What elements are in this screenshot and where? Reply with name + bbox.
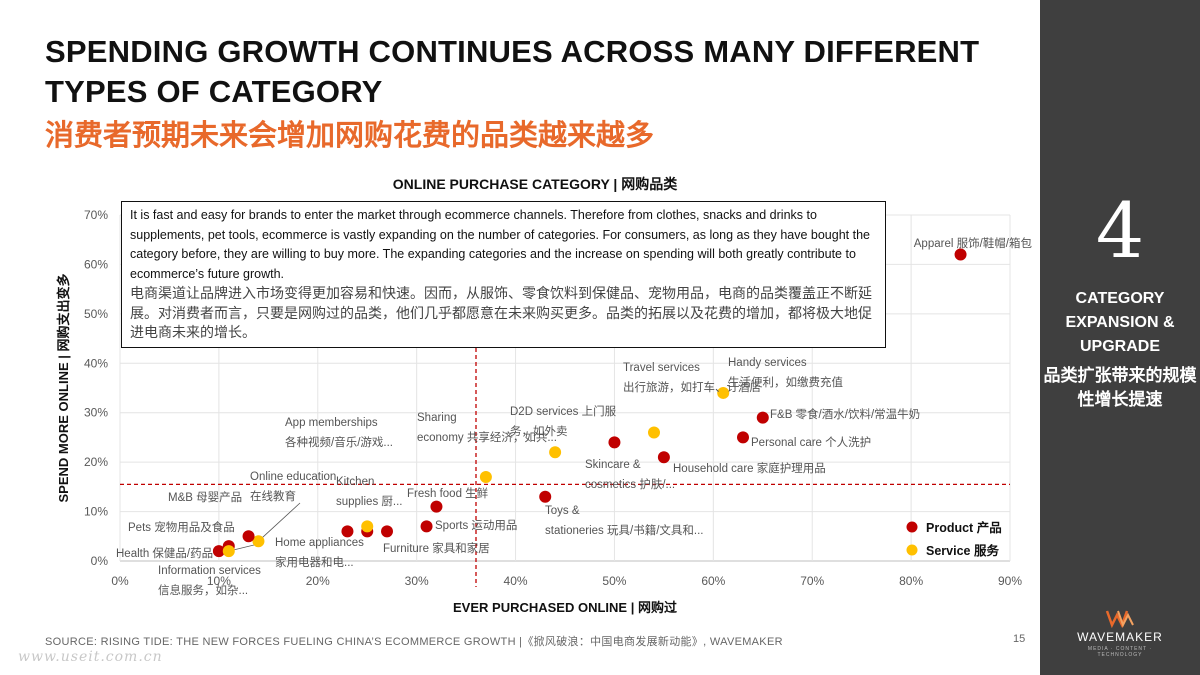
section-number: 4 <box>1095 186 1145 275</box>
annotation-box: It is fast and easy for brands to enter … <box>121 201 886 348</box>
point-label: Pets 宠物用品及食品 <box>128 520 235 534</box>
service-point <box>549 446 562 459</box>
x-tick-labels: 0% 10% 20% 30% 40% 50% 60% 70% 80% 90% <box>111 574 1022 588</box>
section-title-en: CATEGORY EXPANSION & UPGRADE <box>1065 290 1175 355</box>
point-label: Apparel 服饰/鞋帽/箱包 <box>914 236 1033 250</box>
legend: Product 产品 Service 服务 <box>906 520 1002 558</box>
x-tick-label: 90% <box>998 574 1022 588</box>
point-label: Sports 运动用品 <box>435 519 517 532</box>
x-tick-label: 50% <box>602 574 626 588</box>
leader-line <box>258 502 301 542</box>
point-label: Information services 信息服务，如杂... <box>158 565 264 597</box>
point-label: Household care 家庭护理用品 <box>673 461 826 475</box>
product-point <box>657 451 670 464</box>
point-label: F&B 零食/酒水/饮料/常温牛奶 <box>770 407 920 421</box>
x-tick-label: 30% <box>405 574 429 588</box>
service-point <box>648 426 660 439</box>
wavemaker-logo-icon <box>1105 610 1134 628</box>
x-tick-label: 10% <box>207 574 231 588</box>
point-label: D2D services 上门服务，如外卖 <box>510 404 617 438</box>
point-label: App memberships 各种视频/音乐/游戏... <box>285 417 393 449</box>
x-tick-label: 20% <box>306 574 330 588</box>
y-tick-label: 50% <box>84 307 108 321</box>
data-points <box>212 248 967 558</box>
page-title: SPENDING GROWTH CONTINUES ACROSS MANY DI… <box>45 34 980 109</box>
product-point <box>737 431 749 444</box>
y-tick-label: 40% <box>84 356 108 370</box>
product-point <box>430 500 443 513</box>
legend-label-service: Service 服务 <box>926 543 999 558</box>
legend-marker-product <box>906 521 918 533</box>
product-point <box>756 411 769 424</box>
annotation-text-en: It is fast and easy for brands to enter … <box>130 208 870 281</box>
point-label: Toys & stationeries 玩具/书籍/文具和... <box>545 505 703 537</box>
page-subtitle-cn: 消费者预期未来会增加网购花费的品类越来越多 <box>45 120 655 152</box>
point-label: Fresh food 生鲜 <box>407 486 489 500</box>
y-tick-label: 70% <box>84 208 108 222</box>
point-label: Health 保健品/药品 <box>116 546 213 560</box>
point-label: Personal care 个人洗护 <box>751 435 871 449</box>
product-point <box>381 525 393 538</box>
source-note: SOURCE: RISING TIDE: THE NEW FORCES FUEL… <box>45 636 783 648</box>
x-tick-label: 80% <box>899 574 923 588</box>
sidebar: 4 CATEGORY EXPANSION & UPGRADE 品类扩张带来的规模… <box>1040 0 1200 675</box>
product-point <box>212 545 225 558</box>
watermark: www.useit.com.cn <box>18 649 163 665</box>
point-label: Furniture 家具和家居 <box>383 541 490 555</box>
x-tick-label: 40% <box>504 574 528 588</box>
legend-marker-service <box>906 544 918 556</box>
y-tick-label: 20% <box>84 455 108 469</box>
y-tick-label: 10% <box>84 505 108 519</box>
point-label: M&B 母婴产品 <box>168 490 242 504</box>
point-label: Sharing economy 共享经济，如共... <box>417 412 557 444</box>
point-label: Travel services 出行旅游，如打车、订酒店 <box>623 362 761 394</box>
legend-label-product: Product 产品 <box>926 520 1002 535</box>
y-axis-label: SPEND MORE ONLINE | 网购支出变多 <box>56 274 71 503</box>
logo-subtext: MEDIA · CONTENT · TECHNOLOGY <box>1087 646 1153 658</box>
y-tick-label: 0% <box>91 554 109 568</box>
service-point <box>479 470 492 483</box>
product-point <box>242 530 255 543</box>
point-label: Handy services 生活便利，如缴费充值 <box>728 357 843 389</box>
point-label: Kitchen supplies 厨... <box>336 476 402 508</box>
product-point <box>341 525 354 538</box>
product-point <box>608 436 621 449</box>
product-point <box>420 520 433 533</box>
service-point <box>252 535 265 548</box>
chart-title: ONLINE PURCHASE CATEGORY | 网购品类 <box>393 176 678 192</box>
service-point <box>717 386 730 399</box>
x-tick-label: 0% <box>111 574 129 588</box>
x-axis-label: EVER PURCHASED ONLINE | 网购过 <box>453 600 677 615</box>
product-point <box>954 248 967 261</box>
service-point <box>361 520 374 533</box>
point-label: Skincare & cosmetics 护肤/... <box>585 459 675 491</box>
y-tick-labels: 0% 10% 20% 30% 40% 50% 60% 70% <box>84 208 108 568</box>
point-labels: Apparel 服饰/鞋帽/箱包 Handy services 生活便利，如缴费充… <box>116 236 1032 597</box>
wavemaker-logo: WAVEMAKER MEDIA · CONTENT · TECHNOLOGY <box>1070 608 1170 658</box>
point-label: Home appliances 家用电器和电... <box>275 537 367 569</box>
page-number: 15 <box>1013 633 1026 645</box>
x-tick-label: 70% <box>800 574 824 588</box>
annotation-text-cn: 电商渠道让品牌进入市场变得更加容易和快速。因而，从服饰、零食饮料到保健品、宠物用… <box>130 285 872 340</box>
section-title-cn: 品类扩张带来的规模性增长提速 <box>1043 366 1197 409</box>
point-label: Online education 在线教育 <box>250 471 340 503</box>
reference-lines <box>120 215 1010 587</box>
logo-text: WAVEMAKER <box>1077 630 1163 644</box>
x-tick-label: 60% <box>701 574 725 588</box>
product-point <box>539 490 552 503</box>
service-point <box>222 545 235 558</box>
y-tick-label: 30% <box>84 406 108 420</box>
y-tick-label: 60% <box>84 257 108 271</box>
